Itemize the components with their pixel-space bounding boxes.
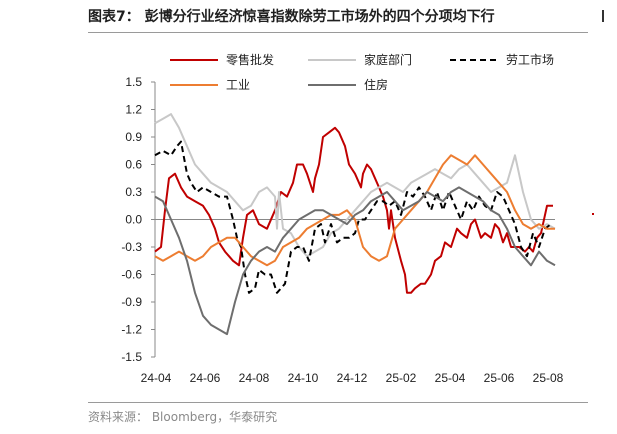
plot-area [154, 113, 556, 336]
y-tick-label: -0.9 [121, 295, 142, 309]
series-line [154, 113, 556, 258]
legend-label: 家庭部门 [364, 52, 412, 67]
y-tick-label: -0.6 [121, 268, 142, 282]
x-tick-label: 24-04 [141, 371, 172, 385]
y-tick-label: 0.9 [125, 130, 142, 144]
x-tick-label: 25-08 [533, 371, 564, 385]
x-tick-label: 25-02 [386, 371, 417, 385]
legend-label: 工业 [226, 78, 250, 92]
y-tick-label: 1.5 [125, 75, 142, 89]
legend-label: 住房 [364, 77, 388, 92]
source-note: 资料来源： Bloomberg，华泰研究 [88, 410, 278, 424]
series-line [154, 186, 556, 336]
x-tick-label: 25-04 [435, 371, 466, 385]
legend-label: 劳工市场 [506, 52, 554, 67]
x-tick-label: 24-08 [239, 371, 270, 385]
title-rule [88, 32, 588, 33]
series-line [154, 126, 553, 294]
y-tick-label: -1.5 [121, 350, 142, 364]
y-tick-label: 0.3 [125, 185, 142, 199]
x-tick-label: 24-10 [288, 371, 319, 385]
series-line [154, 154, 555, 267]
x-tick-label: 25-06 [484, 371, 515, 385]
legend-label: 零售批发 [226, 52, 274, 67]
chart-title: 图表7： 彭博分行业经济惊喜指数除劳工市场外的四个分项均下行 [88, 9, 495, 25]
y-tick-label: 1.2 [125, 103, 142, 117]
series-line [154, 140, 552, 294]
y-tick-label: 0.0 [125, 213, 142, 227]
edge-mark [602, 10, 604, 22]
y-tick-label: -1.2 [121, 323, 142, 337]
y-tick-label: 0.6 [125, 158, 142, 172]
y-tick-label: -0.3 [121, 240, 142, 254]
x-tick-label: 24-06 [190, 371, 221, 385]
x-tick-label: 24-12 [337, 371, 368, 385]
source-rule [88, 402, 588, 403]
